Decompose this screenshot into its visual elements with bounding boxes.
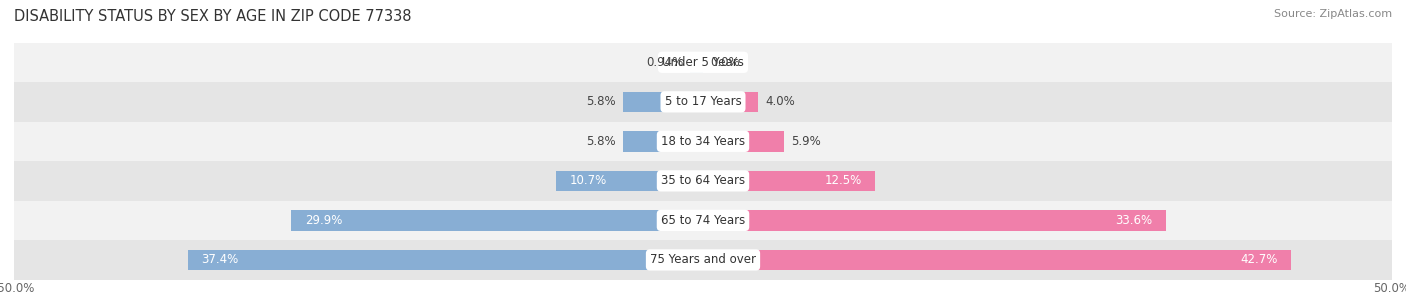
Text: 0.0%: 0.0% — [710, 56, 740, 69]
Bar — [703, 171, 875, 191]
Text: 5.8%: 5.8% — [586, 135, 616, 148]
Bar — [623, 92, 703, 112]
Text: 10.7%: 10.7% — [569, 174, 606, 187]
Bar — [14, 122, 1392, 161]
Text: 5 to 17 Years: 5 to 17 Years — [665, 95, 741, 108]
Text: Source: ZipAtlas.com: Source: ZipAtlas.com — [1274, 9, 1392, 19]
Bar — [703, 131, 785, 152]
Bar — [623, 131, 703, 152]
Text: 0.94%: 0.94% — [645, 56, 683, 69]
Bar — [703, 250, 1291, 270]
Text: 4.0%: 4.0% — [765, 95, 794, 108]
Bar — [703, 92, 758, 112]
Text: 37.4%: 37.4% — [201, 254, 239, 266]
Bar — [291, 210, 703, 231]
Bar — [703, 210, 1166, 231]
Bar — [14, 161, 1392, 201]
Bar — [14, 201, 1392, 240]
Bar — [14, 43, 1392, 82]
Text: 42.7%: 42.7% — [1240, 254, 1278, 266]
Text: DISABILITY STATUS BY SEX BY AGE IN ZIP CODE 77338: DISABILITY STATUS BY SEX BY AGE IN ZIP C… — [14, 9, 412, 24]
Text: 5.9%: 5.9% — [792, 135, 821, 148]
Text: 33.6%: 33.6% — [1115, 214, 1152, 227]
Bar — [555, 171, 703, 191]
Legend: Male, Female: Male, Female — [633, 302, 773, 304]
Text: 29.9%: 29.9% — [305, 214, 342, 227]
Bar — [14, 240, 1392, 280]
Text: 65 to 74 Years: 65 to 74 Years — [661, 214, 745, 227]
Bar — [187, 250, 703, 270]
Text: 75 Years and over: 75 Years and over — [650, 254, 756, 266]
Text: 35 to 64 Years: 35 to 64 Years — [661, 174, 745, 187]
Text: Under 5 Years: Under 5 Years — [662, 56, 744, 69]
Text: 5.8%: 5.8% — [586, 95, 616, 108]
Text: 12.5%: 12.5% — [824, 174, 862, 187]
Bar — [690, 52, 703, 73]
Text: 18 to 34 Years: 18 to 34 Years — [661, 135, 745, 148]
Bar — [14, 82, 1392, 122]
